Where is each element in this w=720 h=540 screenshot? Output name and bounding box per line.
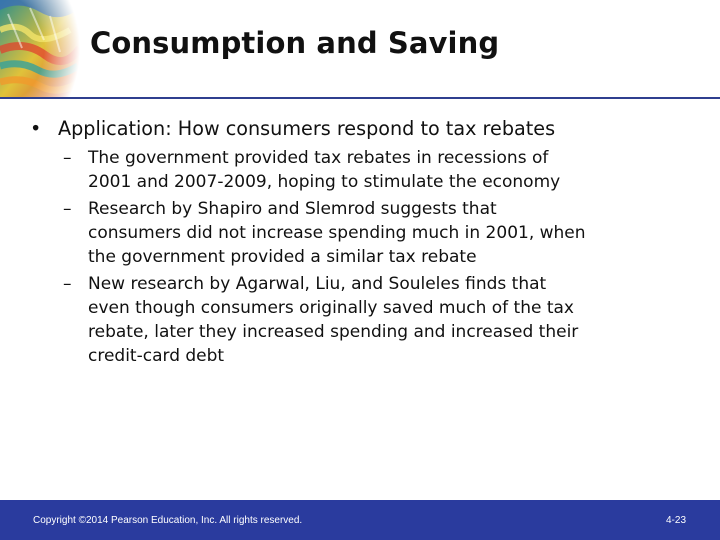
sub-bullet-line: the government provided a similar tax re… xyxy=(88,247,477,267)
sub-bullet-list: – The government provided tax rebates in… xyxy=(30,146,700,368)
sub-bullet-line: The government provided tax rebates in r… xyxy=(88,148,549,168)
dash-marker: – xyxy=(63,148,72,168)
sub-bullet-item: – Research by Shapiro and Slemrod sugges… xyxy=(30,197,688,269)
decorative-art-image xyxy=(0,0,80,98)
bullet-marker: • xyxy=(30,117,42,140)
sub-bullet-line: Research by Shapiro and Slemrod suggests… xyxy=(88,199,497,219)
sub-bullet-item: – The government provided tax rebates in… xyxy=(30,146,688,194)
page-number: 4-23 xyxy=(665,515,686,526)
sub-bullet-line: New research by Agarwal, Liu, and Soulel… xyxy=(88,274,547,294)
dash-marker: – xyxy=(63,274,72,294)
copyright-text: Copyright ©2014 Pearson Education, Inc. … xyxy=(33,515,303,526)
sub-bullet-line: credit-card debt xyxy=(88,346,225,366)
main-bullet: • Application: How consumers respond to … xyxy=(30,116,700,142)
main-bullet-text: Application: How consumers respond to ta… xyxy=(58,117,556,140)
dash-marker: – xyxy=(63,199,72,219)
sub-bullet-item: – New research by Agarwal, Liu, and Soul… xyxy=(30,272,688,368)
sub-bullet-line: rebate, later they increased spending an… xyxy=(88,322,579,342)
sub-bullet-line: 2001 and 2007-2009, hoping to stimulate … xyxy=(88,172,561,192)
sub-bullet-line: consumers did not increase spending much… xyxy=(88,223,586,243)
sub-bullet-line: even though consumers originally saved m… xyxy=(88,298,574,318)
title-divider xyxy=(0,97,720,99)
slide-title: Consumption and Saving xyxy=(90,26,500,60)
footer-bar: Copyright ©2014 Pearson Education, Inc. … xyxy=(0,500,720,540)
slide-body: • Application: How consumers respond to … xyxy=(30,116,700,371)
